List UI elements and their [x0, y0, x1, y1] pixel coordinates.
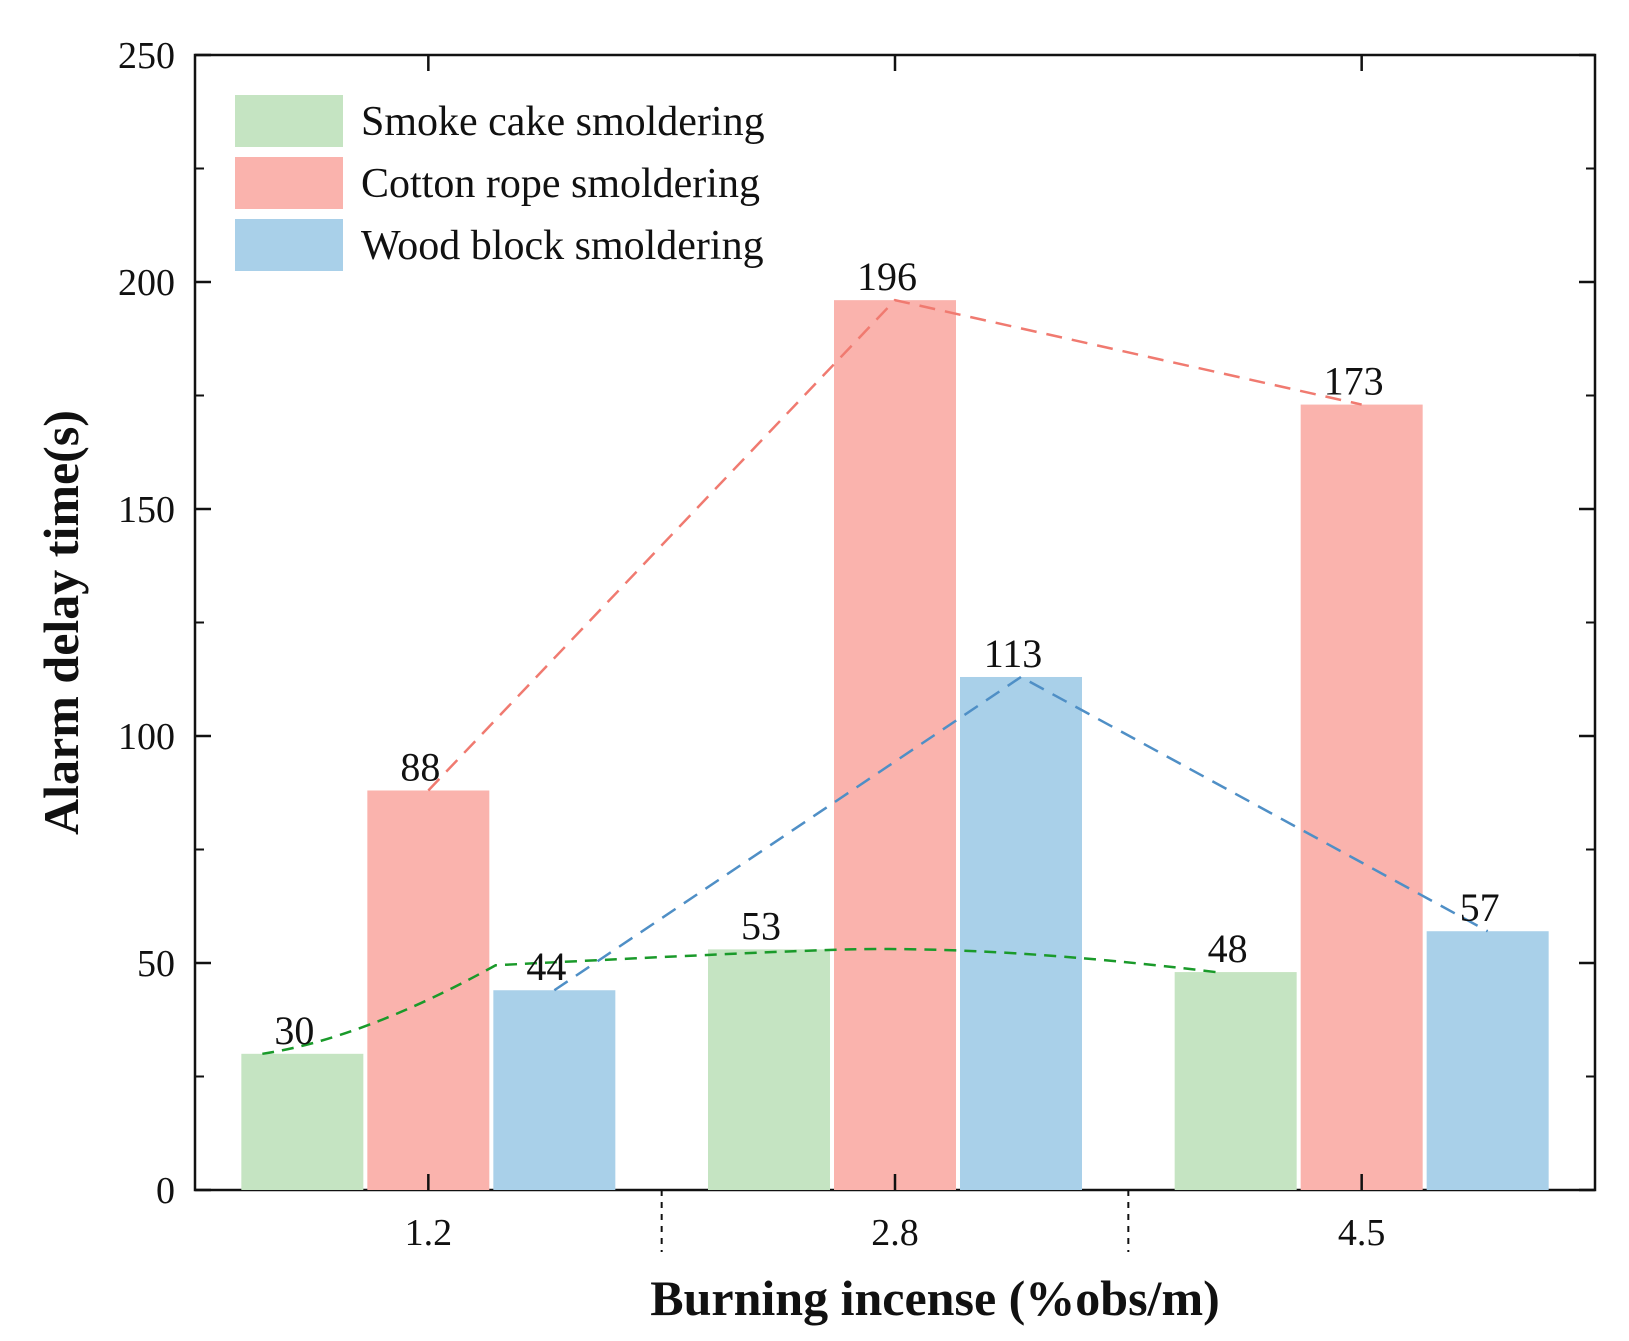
bar-smoke-2.8: [708, 949, 830, 1190]
y-tick-label: 250: [118, 35, 175, 77]
data-label: 53: [741, 903, 781, 948]
data-label: 196: [857, 254, 917, 299]
data-label: 88: [400, 744, 440, 789]
y-tick-label: 150: [118, 489, 175, 531]
data-label: 44: [526, 944, 566, 989]
legend-label: Wood block smoldering: [361, 223, 764, 269]
x-tick-label: 4.5: [1338, 1212, 1386, 1254]
x-tick-label: 1.2: [405, 1212, 453, 1254]
bar-smoke-4.5: [1174, 972, 1297, 1190]
trend-line-smoke: [262, 947, 1216, 1056]
legend-swatch-smoke: [235, 95, 343, 147]
legend-swatch-cotton: [235, 157, 343, 209]
y-axis-title: Alarm delay time(s): [33, 410, 89, 835]
data-label: 30: [274, 1008, 314, 1053]
x-tick-label: 2.8: [871, 1212, 919, 1254]
y-tick-label: 50: [137, 943, 175, 985]
y-tick-label: 200: [118, 262, 175, 304]
bar-smoke-1.2: [241, 1053, 364, 1190]
legend-label: Smoke cake smoldering: [361, 99, 765, 145]
data-label: 48: [1208, 926, 1248, 971]
legend-label: Cotton rope smoldering: [361, 161, 760, 207]
y-tick-label: 100: [118, 716, 175, 758]
legend-swatch-wood: [235, 219, 343, 271]
y-tick-label: 0: [156, 1170, 175, 1212]
bar-wood-1.2: [493, 990, 616, 1190]
data-label: 57: [1460, 885, 1500, 930]
bar-cotton-4.5: [1300, 404, 1423, 1191]
bar-wood-2.8: [960, 676, 1082, 1190]
trend-line-wood: [553, 675, 1489, 992]
bar-cotton-2.8: [834, 300, 956, 1190]
data-label: 113: [984, 631, 1043, 676]
data-label: 173: [1324, 359, 1384, 404]
trend-line-cotton: [427, 298, 1362, 792]
x-axis-title: Burning incense (%obs/m): [650, 1270, 1220, 1326]
bar-wood-4.5: [1426, 931, 1549, 1190]
bar-cotton-1.2: [367, 790, 490, 1190]
